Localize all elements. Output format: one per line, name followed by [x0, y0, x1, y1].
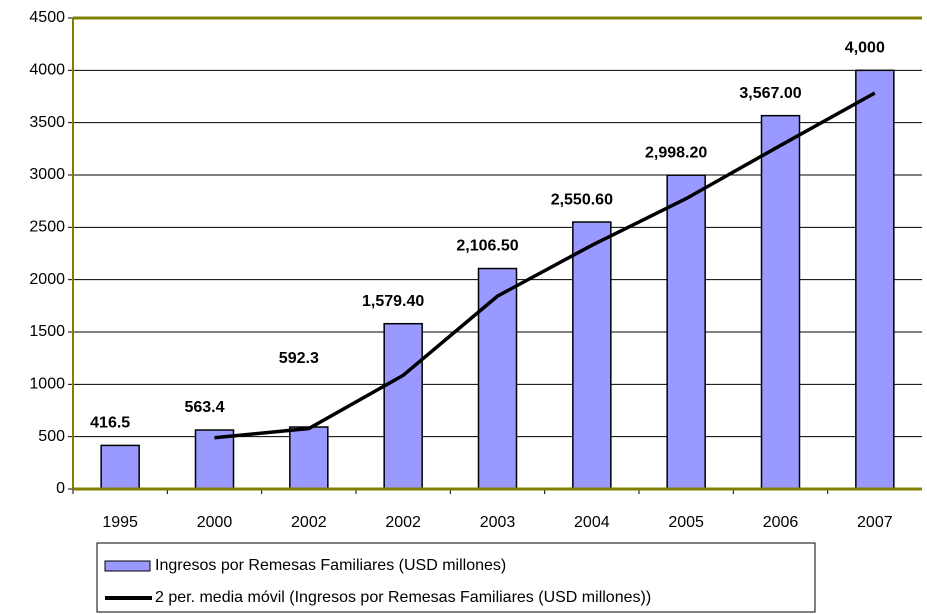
data-label: 592.3 [279, 350, 319, 367]
bar [383, 322, 423, 490]
legend-label: 2 per. media móvil (Ingresos por Remesas… [155, 589, 651, 606]
y-tick-label: 3000 [29, 166, 65, 183]
data-label: 563.4 [184, 399, 224, 416]
y-tick-label: 3500 [29, 114, 65, 131]
bar [760, 114, 801, 490]
bar [289, 426, 329, 490]
data-label: 2,550.60 [551, 191, 613, 208]
data-label: 3,567.00 [739, 85, 801, 102]
y-tick-label: 4500 [29, 9, 65, 26]
x-tick-label: 2003 [480, 514, 516, 531]
bar [194, 429, 235, 490]
bar [572, 221, 612, 490]
data-label: 4,000 [845, 40, 885, 57]
legend-swatch [104, 560, 151, 572]
x-tick-label: 2002 [385, 514, 421, 531]
y-tick-label: 2500 [29, 219, 65, 236]
x-tick-label: 2002 [291, 514, 327, 531]
y-tick-label: 0 [56, 480, 65, 497]
data-label: 1,579.40 [362, 293, 424, 310]
data-label: 416.5 [90, 415, 130, 432]
x-tick-label: 2006 [763, 514, 799, 531]
x-tick-label: 2000 [197, 514, 233, 531]
y-tick-label: 500 [38, 428, 65, 445]
y-tick-label: 4000 [29, 62, 65, 79]
x-tick-label: 2007 [857, 514, 893, 531]
bar [855, 69, 895, 490]
data-label: 2,106.50 [456, 238, 518, 255]
legend-label: Ingresos por Remesas Familiares (USD mil… [155, 557, 506, 574]
bar [666, 174, 706, 490]
bar [100, 444, 140, 490]
x-tick-label: 1995 [102, 514, 138, 531]
bar [477, 267, 518, 490]
y-tick-label: 2000 [29, 271, 65, 288]
x-tick-label: 2005 [668, 514, 704, 531]
y-tick-label: 1500 [29, 323, 65, 340]
data-label: 2,998.20 [645, 144, 707, 161]
x-tick-label: 2004 [574, 514, 610, 531]
y-tick-label: 1000 [29, 376, 65, 393]
line [214, 91, 876, 440]
legend-box [96, 542, 816, 613]
